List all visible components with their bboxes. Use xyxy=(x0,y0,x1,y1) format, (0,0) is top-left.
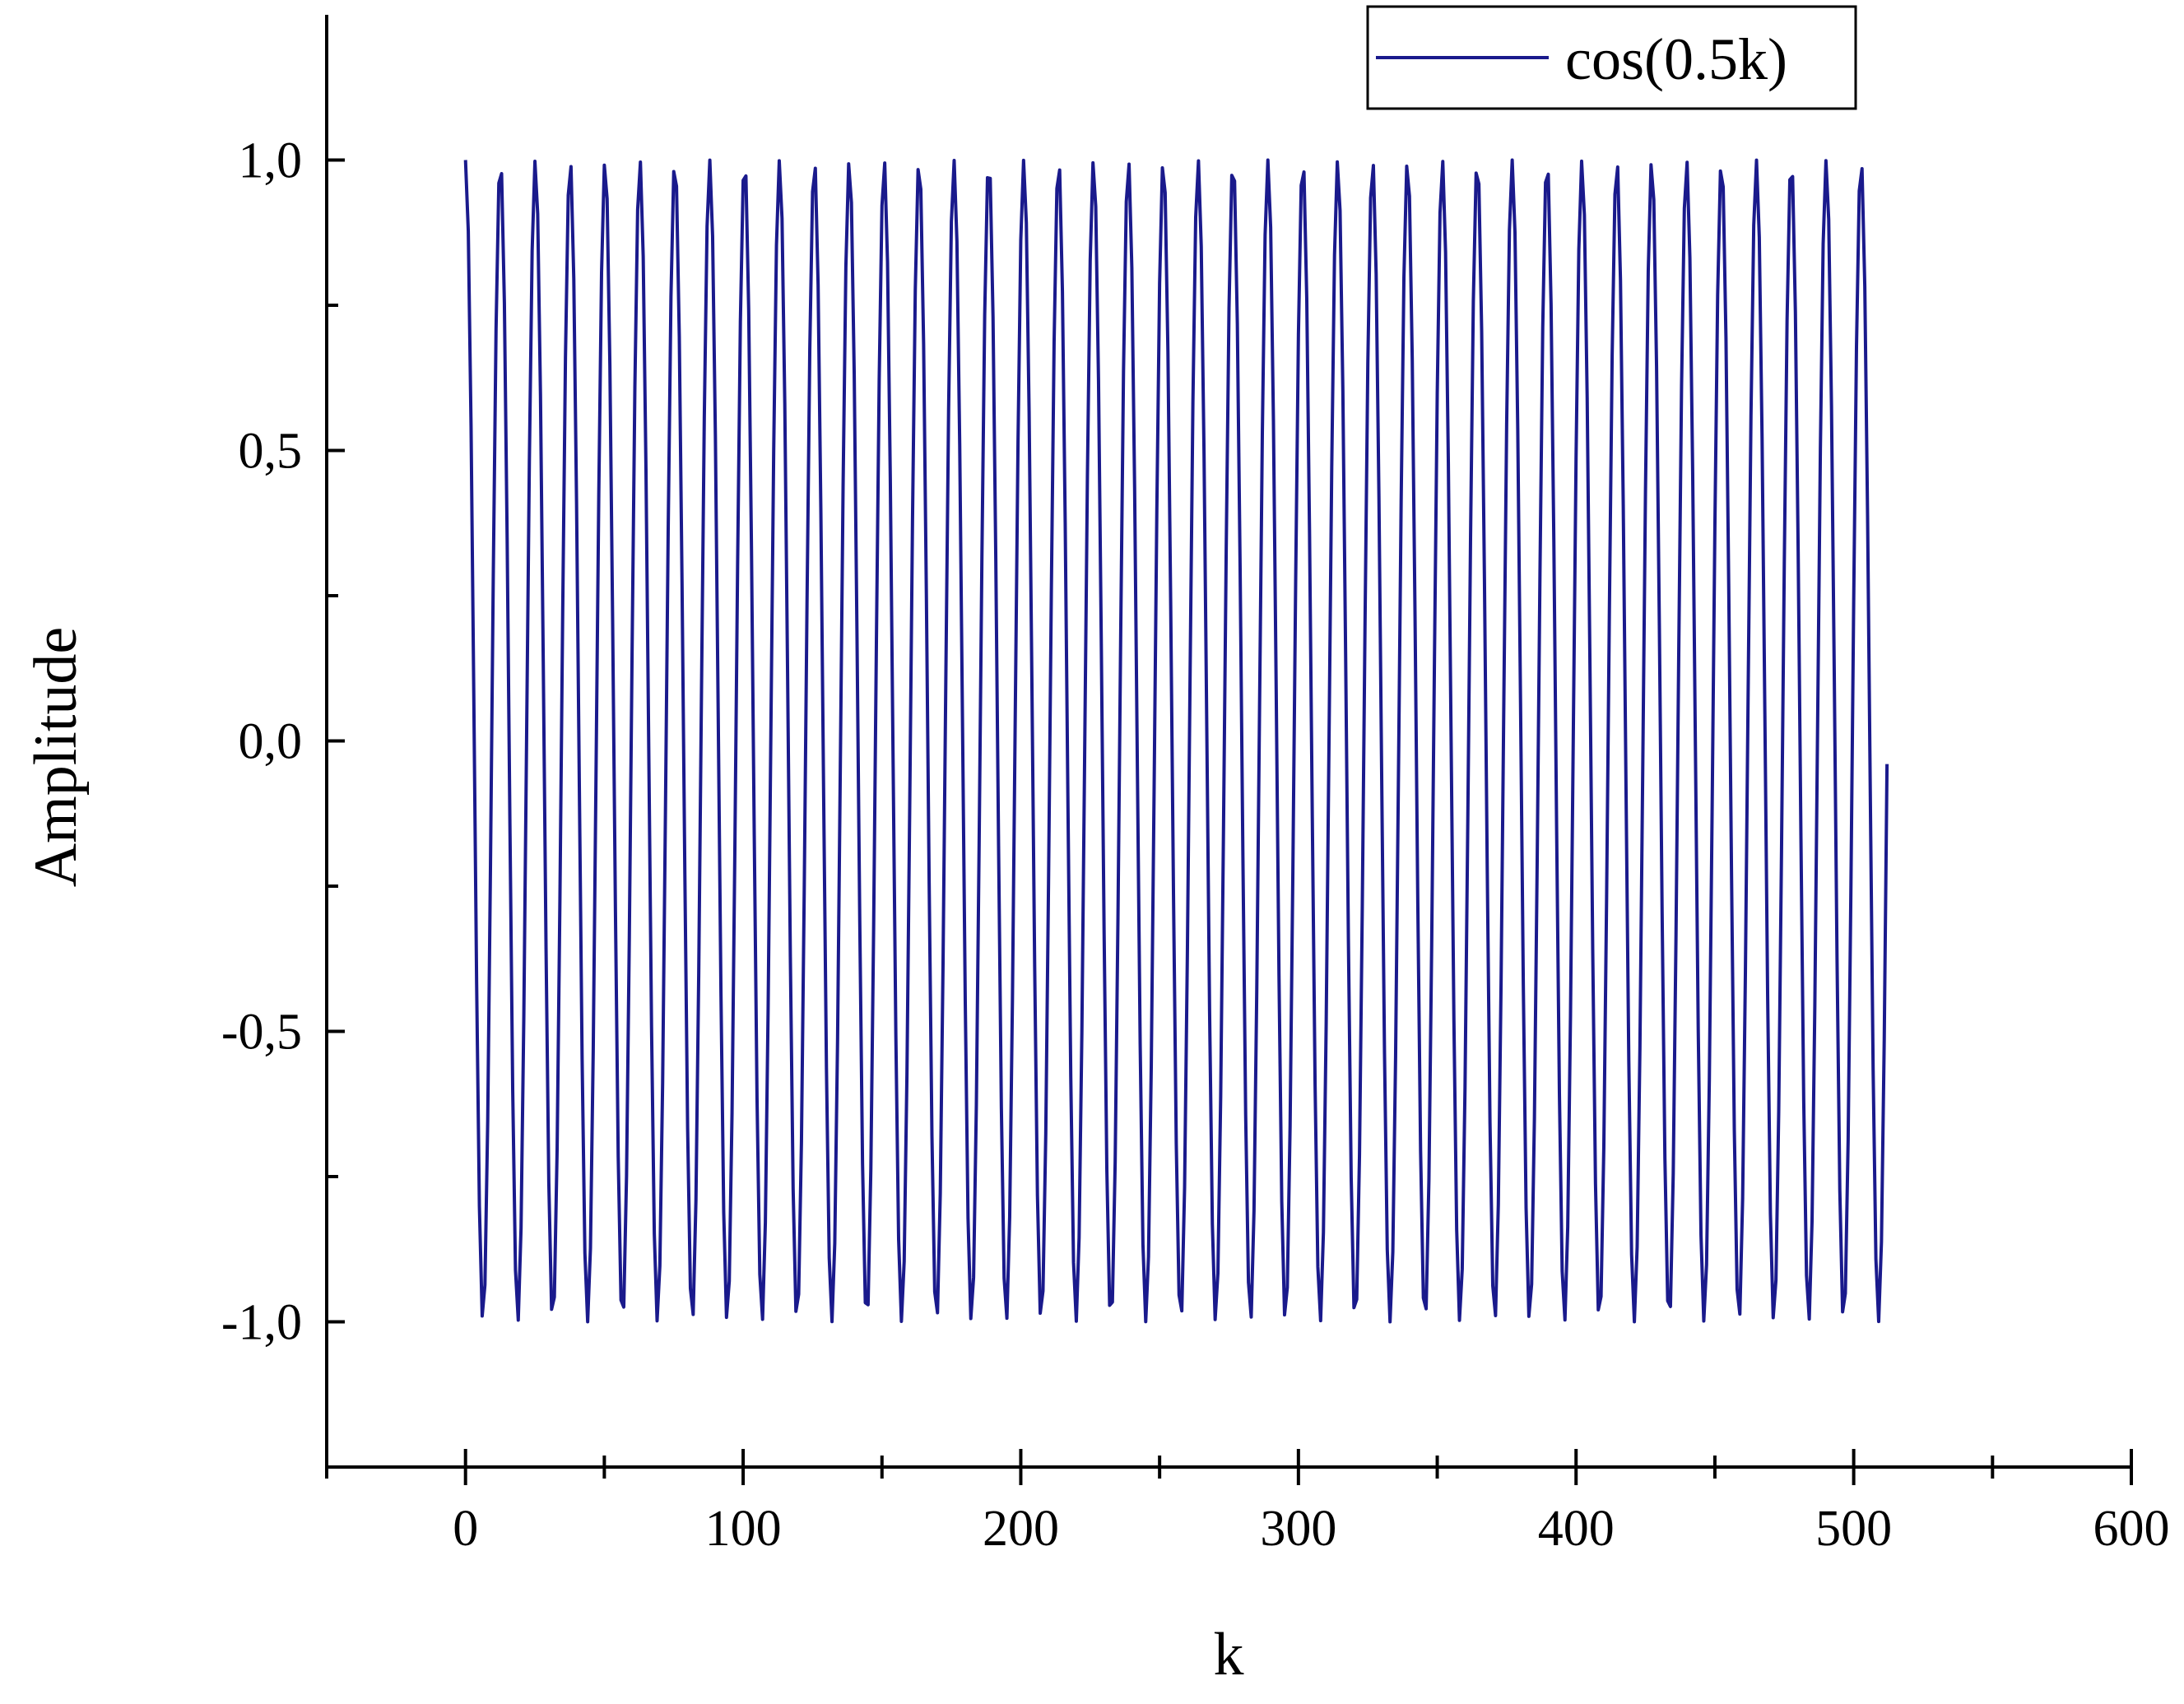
y-tick-label: 0,5 xyxy=(239,424,303,480)
x-tick-label: 500 xyxy=(1815,1501,1892,1557)
x-tick-label: 200 xyxy=(983,1501,1059,1557)
y-tick-label: 1,0 xyxy=(239,133,303,189)
y-tick-label: -0,5 xyxy=(221,1005,302,1061)
x-tick-label: 300 xyxy=(1260,1501,1336,1557)
legend: cos(0.5k) xyxy=(1366,5,1857,110)
x-tick-label: 400 xyxy=(1538,1501,1615,1557)
x-tick-label: 0 xyxy=(453,1501,478,1557)
x-tick-label: 600 xyxy=(2093,1501,2170,1557)
y-tick-label: 0,0 xyxy=(239,714,303,770)
x-ticks: 0 100 200 300 400 500 600 xyxy=(325,1449,2170,1557)
x-axis-title: k xyxy=(1214,1621,1244,1688)
y-tick-label: -1,0 xyxy=(221,1295,302,1351)
y-ticks: -1,0 -0,5 0,0 0,5 1,0 xyxy=(221,133,345,1351)
series-line-cos-0-5k xyxy=(463,158,1889,1324)
plot-series-layer xyxy=(463,158,1889,1324)
x-tick-label: 100 xyxy=(705,1501,782,1557)
y-axis-title: Amplitude xyxy=(22,627,90,888)
legend-label-cos-0-5k: cos(0.5k) xyxy=(1565,26,1787,92)
